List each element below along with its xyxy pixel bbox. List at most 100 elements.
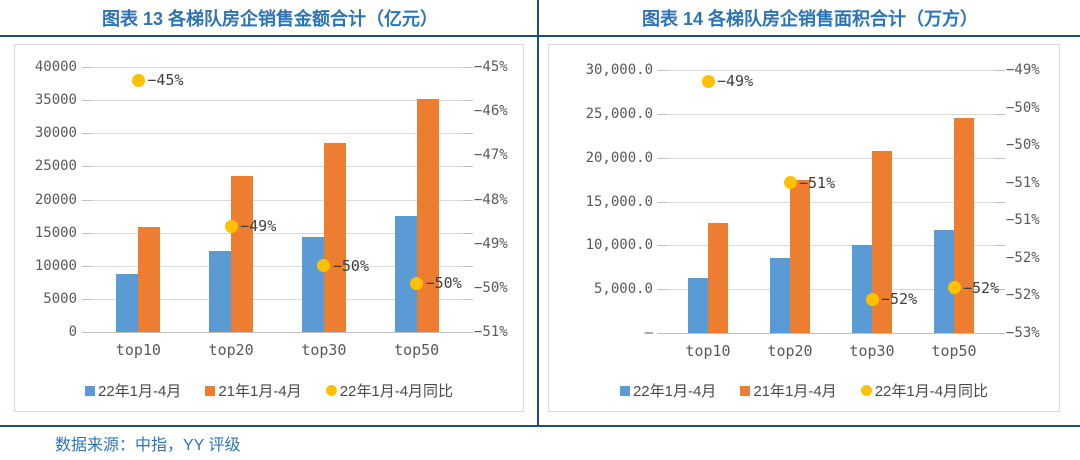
- legend-circle-marker: [860, 385, 872, 396]
- legend-square-marker: [205, 385, 216, 396]
- axis-tick: [82, 232, 92, 234]
- yoy-data-label: −52%: [881, 290, 918, 309]
- legend-square-marker: [84, 385, 95, 396]
- yoy-data-label: −50%: [425, 274, 462, 293]
- bar-2021: [954, 118, 974, 333]
- y-axis-tick-label: 30000: [34, 125, 77, 142]
- x-axis-category-label: top30: [849, 342, 895, 360]
- legend-item: 22年1月-4月同比: [860, 380, 988, 401]
- x-axis-category-label: top20: [208, 341, 254, 359]
- yoy-data-label: −50%: [332, 256, 369, 275]
- y-axis-tick-label: 10,000.0: [585, 237, 653, 254]
- axis-tick: [463, 100, 473, 102]
- axis-tick: [657, 245, 667, 247]
- secondary-axis-tick-label: −50%: [474, 279, 508, 296]
- y-axis-tick-label: 35000: [34, 92, 77, 109]
- bar-2021: [872, 150, 892, 333]
- axis-tick: [463, 199, 473, 201]
- x-axis-category-label: top10: [685, 342, 731, 360]
- gridline: [92, 298, 463, 300]
- gridline: [667, 289, 995, 291]
- yoy-dot: [701, 74, 715, 88]
- secondary-axis-tick-label: −47%: [474, 147, 508, 164]
- chart-14-title: 图表 14 各梯队房企销售面积合计（万方）: [641, 9, 979, 29]
- bar-2022: [301, 236, 324, 332]
- axis-tick: [82, 298, 92, 300]
- y-axis-tick-label: 30,000.0: [585, 62, 653, 78]
- x-axis-category-label: top10: [115, 341, 161, 359]
- bar-2022: [116, 274, 139, 332]
- legend-label: 21年1月-4月: [753, 383, 837, 400]
- bar-2022: [934, 229, 954, 333]
- secondary-axis-tick-label: −51%: [1006, 212, 1040, 229]
- gridline: [92, 265, 463, 267]
- secondary-axis-tick-label: −53%: [1006, 325, 1040, 341]
- yoy-dot: [947, 281, 961, 295]
- bar-2021: [323, 142, 346, 332]
- axis-tick: [82, 166, 92, 168]
- axis-tick: [463, 166, 473, 168]
- axis-tick: [995, 157, 1005, 159]
- axis-tick: [82, 265, 92, 267]
- axis-tick: [995, 113, 1005, 115]
- secondary-axis-tick-label: −45%: [474, 59, 508, 75]
- gridline: [92, 100, 463, 102]
- axis-tick: [82, 199, 92, 201]
- legend-label: 22年1月-4月: [632, 383, 717, 400]
- secondary-axis-tick-label: −46%: [474, 103, 508, 120]
- x-axis-category-label: top50: [394, 341, 440, 359]
- yoy-data-label: −51%: [799, 173, 836, 192]
- secondary-axis-tick-label: −52%: [1006, 249, 1040, 266]
- panel-title-row: 图表 13 各梯队房企销售金额合计（亿元） 图表 14 各梯队房企销售面积合计（…: [0, 6, 1080, 32]
- chart-box-sales-amount: 40000 35000 30000 25000 20000 15000 10000 5000 0…: [14, 44, 524, 412]
- yoy-dot: [317, 259, 331, 273]
- legend-square-marker: [740, 385, 751, 396]
- axis-tick: [82, 133, 92, 135]
- secondary-axis-tick-label: −51%: [474, 324, 508, 340]
- legend-circle-marker: [325, 385, 337, 396]
- legend-item: 21年1月-4月: [740, 380, 837, 401]
- bar-2022: [852, 245, 872, 333]
- legend-label: 21年1月-4月: [218, 383, 302, 400]
- yoy-dot: [131, 73, 145, 87]
- gridline: [92, 67, 463, 68]
- gridline: [667, 245, 995, 247]
- x-axis-category-label: top30: [301, 341, 347, 359]
- yoy-dot: [410, 276, 424, 290]
- y-axis-tick-label: 15,000.0: [585, 193, 653, 210]
- bar-2022: [770, 258, 790, 333]
- axis-tick: [995, 70, 1005, 71]
- bar-2022: [688, 277, 708, 333]
- secondary-axis-tick-label: −51%: [1006, 174, 1040, 191]
- legend-item: 22年1月-4月: [84, 380, 181, 401]
- yoy-data-label: −52%: [963, 278, 1000, 297]
- bar-2021: [790, 180, 810, 333]
- gridline: [92, 232, 463, 234]
- x-axis-category-label: top20: [767, 342, 813, 360]
- gridline: [667, 113, 995, 115]
- legend-item: 22年1月-4月: [619, 380, 717, 401]
- secondary-axis-tick-label: −50%: [1006, 137, 1040, 154]
- axis-tick: [82, 67, 92, 68]
- axis-tick: [657, 157, 667, 159]
- legend-item: 22年1月-4月同比: [325, 380, 453, 401]
- gridline: [667, 201, 995, 203]
- axis-tick: [657, 113, 667, 115]
- x-axis-line: [82, 332, 473, 333]
- y-axis-tick-label: 5000: [43, 290, 77, 307]
- bar-2021: [231, 175, 254, 332]
- legend: 22年1月-4月 21年1月-4月 22年1月-4月同比: [549, 380, 1059, 401]
- axis-tick: [995, 245, 1005, 247]
- axis-tick: [463, 232, 473, 234]
- axis-tick: [463, 67, 473, 68]
- y-axis-tick-label: 25000: [34, 158, 77, 175]
- legend: 22年1月-4月 21年1月-4月 22年1月-4月同比: [15, 380, 523, 401]
- secondary-axis-tick-label: −48%: [474, 191, 508, 208]
- y-axis-tick-label: 20,000.0: [585, 149, 653, 166]
- y-axis-tick-label: 40000: [34, 59, 77, 75]
- y-axis-tick-label: –: [644, 325, 653, 341]
- gridline: [92, 166, 463, 168]
- y-axis-tick-label: 25,000.0: [585, 105, 653, 122]
- secondary-axis-tick-label: −49%: [1006, 62, 1040, 78]
- gridline: [667, 70, 995, 71]
